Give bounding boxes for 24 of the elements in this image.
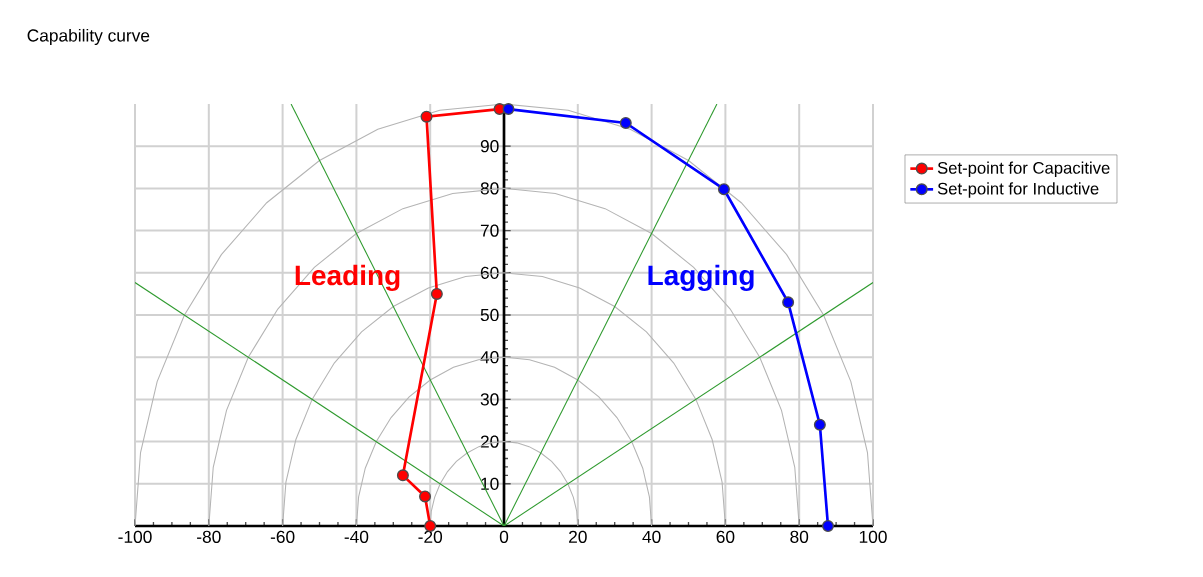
y-tick-label: 50	[480, 308, 499, 322]
x-tick-label: -20	[418, 530, 443, 543]
x-tick-label: 20	[569, 530, 587, 543]
x-tick-label: -40	[344, 530, 369, 543]
y-tick-label: 80	[480, 182, 499, 195]
x-tick-label: 100	[859, 530, 887, 543]
x-tick-label: 0	[499, 530, 509, 543]
x-tick-label: -100	[118, 530, 152, 543]
y-tick-label: 70	[480, 224, 499, 237]
y-tick-label: 60	[480, 266, 499, 279]
annotation: Lagging	[648, 264, 754, 291]
y-tick-label: 40	[480, 351, 499, 364]
legend-label: Set-point for Capacitive	[937, 161, 1110, 178]
y-tick-label: 10	[481, 477, 499, 490]
x-tick-label: 40	[642, 530, 661, 543]
y-tick-label: 30	[480, 393, 499, 406]
legend-label: Set-point for Inductive	[937, 182, 1099, 198]
y-tick-label: 90	[480, 140, 499, 153]
y-tick-label: 20	[480, 435, 499, 448]
x-tick-label: -60	[270, 530, 295, 543]
x-tick-label: 80	[790, 530, 809, 543]
chart-title: Capability curve	[27, 28, 150, 46]
x-tick-label: -80	[197, 530, 221, 543]
x-tick-label: 60	[716, 530, 735, 543]
